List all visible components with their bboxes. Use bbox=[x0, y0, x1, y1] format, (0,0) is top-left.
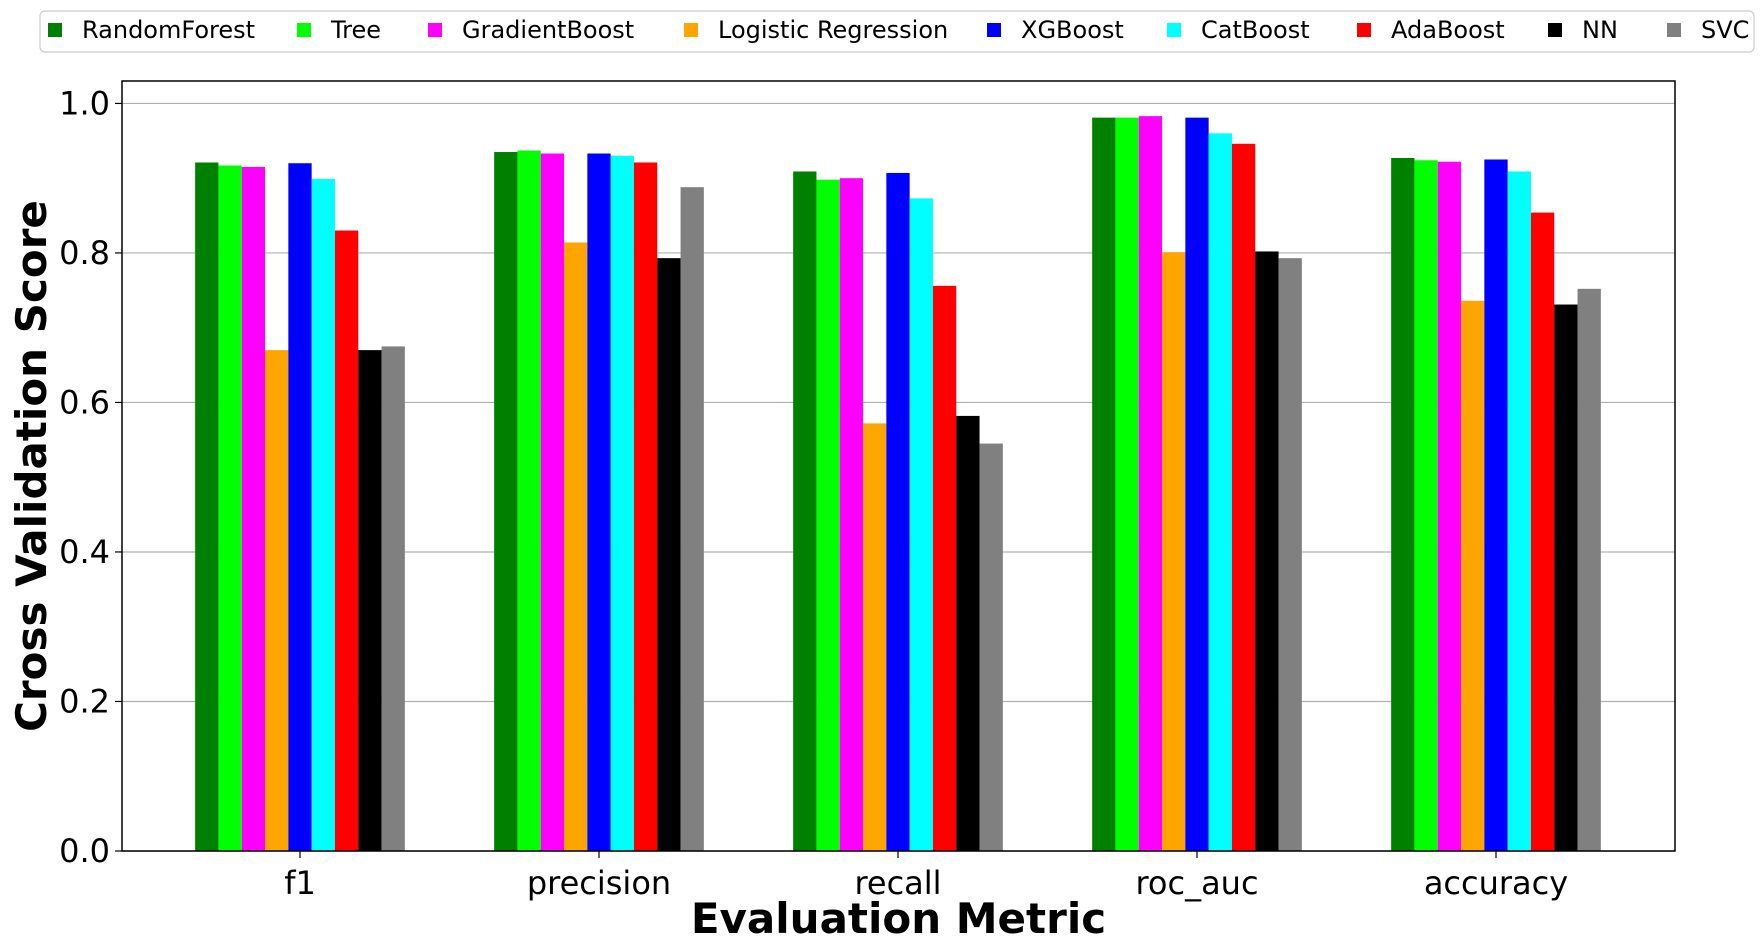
bar-xgboost-f1 bbox=[288, 163, 312, 851]
bar-catboost-recall bbox=[909, 198, 933, 852]
bar-nn-roc_auc bbox=[1255, 251, 1279, 852]
bar-svc-accuracy bbox=[1577, 288, 1601, 851]
legend-marker-logistic-regression bbox=[684, 23, 698, 37]
bar-gradientboost-precision bbox=[540, 153, 565, 852]
bar-catboost-accuracy bbox=[1507, 171, 1531, 852]
bar-adaboost-recall bbox=[932, 285, 957, 851]
legend-frame bbox=[39, 10, 1755, 53]
bar-randomforest-f1 bbox=[195, 162, 219, 851]
bar-tree-precision bbox=[517, 150, 541, 851]
x-axis-title: Evaluation Metric bbox=[691, 894, 1106, 943]
bar-xgboost-recall bbox=[886, 172, 910, 851]
bar-nn-recall bbox=[956, 415, 980, 851]
legend-marker-catboost bbox=[1167, 23, 1181, 37]
bar-tree-recall bbox=[816, 179, 840, 851]
bar-tree-f1 bbox=[218, 165, 242, 852]
legend-label-logistic-regression: Logistic Regression bbox=[718, 16, 948, 44]
bar-logistic-regression-accuracy bbox=[1461, 300, 1485, 852]
bar-svc-precision bbox=[680, 187, 704, 851]
y-tick-label: 0.0 bbox=[59, 832, 110, 870]
bar-xgboost-roc_auc bbox=[1185, 117, 1209, 852]
legend-label-gradientboost: GradientBoost bbox=[462, 16, 634, 44]
bar-catboost-f1 bbox=[311, 178, 335, 852]
y-tick-label: 0.2 bbox=[59, 682, 110, 720]
bar-logistic-regression-recall bbox=[863, 423, 887, 851]
legend-marker-gradientboost bbox=[428, 23, 442, 37]
bar-tree-roc_auc bbox=[1115, 117, 1139, 852]
x-axis-ticks: f1 precision recall roc_auc accuracy bbox=[284, 851, 1568, 902]
bar-adaboost-roc_auc bbox=[1231, 143, 1256, 851]
legend-label-catboost: CatBoost bbox=[1201, 16, 1310, 44]
legend-label-adaboost: AdaBoost bbox=[1391, 16, 1505, 44]
bars bbox=[195, 116, 1601, 852]
legend-label-randomforest: RandomForest bbox=[82, 16, 255, 44]
x-tick-label: precision bbox=[527, 864, 671, 902]
bar-adaboost-accuracy bbox=[1530, 212, 1555, 851]
bar-nn-accuracy bbox=[1554, 304, 1578, 851]
bar-nn-f1 bbox=[358, 350, 382, 851]
y-axis-title: Cross Validation Score bbox=[7, 200, 56, 732]
bar-svc-recall bbox=[979, 443, 1003, 851]
y-axis-ticks: 0.0 0.2 0.4 0.6 0.8 1.0 bbox=[59, 84, 122, 870]
bar-tree-accuracy bbox=[1414, 160, 1438, 851]
y-tick-label: 0.8 bbox=[59, 234, 110, 272]
x-tick-label: roc_auc bbox=[1135, 864, 1258, 902]
bar-gradientboost-recall bbox=[839, 178, 864, 852]
bar-logistic-regression-roc_auc bbox=[1162, 252, 1186, 852]
bar-randomforest-roc_auc bbox=[1092, 117, 1116, 852]
x-tick-label: recall bbox=[854, 864, 941, 902]
legend-marker-randomforest bbox=[48, 23, 62, 37]
bar-logistic-regression-precision bbox=[564, 242, 588, 852]
y-tick-label: 0.6 bbox=[59, 383, 110, 421]
legend-marker-svc bbox=[1667, 23, 1681, 37]
legend-marker-adaboost bbox=[1357, 23, 1371, 37]
bar-xgboost-precision bbox=[587, 153, 611, 852]
legend-label-xgboost: XGBoost bbox=[1021, 16, 1124, 44]
bar-catboost-precision bbox=[610, 155, 634, 852]
bar-gradientboost-accuracy bbox=[1437, 161, 1462, 852]
legend: RandomForest Tree GradientBoost Logistic Re… bbox=[39, 10, 1755, 53]
bar-randomforest-precision bbox=[494, 152, 518, 852]
legend-label-svc: SVC bbox=[1701, 16, 1749, 44]
bar-randomforest-accuracy bbox=[1391, 158, 1415, 851]
bar-svc-roc_auc bbox=[1278, 258, 1302, 851]
bar-logistic-regression-f1 bbox=[265, 350, 289, 851]
legend-label-tree: Tree bbox=[330, 16, 381, 44]
legend-label-nn: NN bbox=[1582, 16, 1618, 44]
y-tick-label: 0.4 bbox=[59, 533, 110, 571]
legend-marker-tree bbox=[297, 23, 311, 37]
bar-nn-precision bbox=[657, 258, 681, 851]
bar-catboost-roc_auc bbox=[1208, 133, 1232, 852]
bar-randomforest-recall bbox=[793, 171, 817, 852]
y-tick-label: 1.0 bbox=[59, 84, 110, 122]
bar-gradientboost-roc_auc bbox=[1138, 116, 1163, 851]
bar-xgboost-accuracy bbox=[1484, 159, 1508, 852]
x-tick-label: accuracy bbox=[1424, 864, 1568, 902]
bar-adaboost-precision bbox=[633, 162, 658, 851]
legend-marker-nn bbox=[1548, 23, 1562, 37]
bar-adaboost-f1 bbox=[334, 230, 359, 852]
bar-svc-f1 bbox=[381, 346, 405, 851]
bar-gradientboost-f1 bbox=[241, 166, 266, 851]
legend-marker-xgboost bbox=[987, 23, 1001, 37]
x-tick-label: f1 bbox=[284, 864, 316, 902]
